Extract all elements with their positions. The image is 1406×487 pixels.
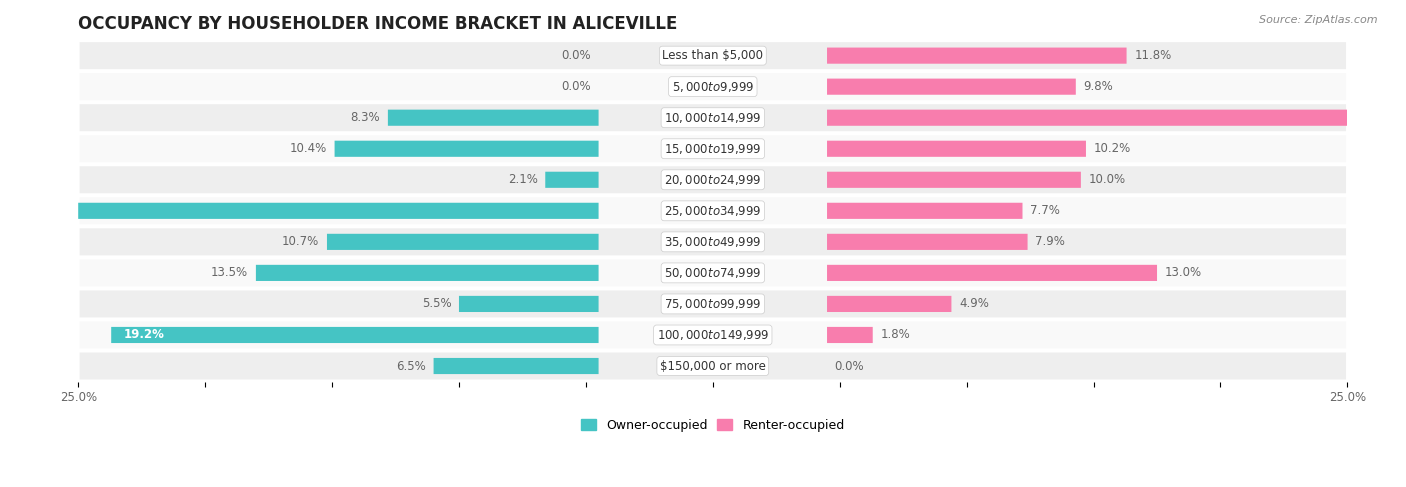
Text: 23.0%: 23.0%: [1357, 111, 1398, 124]
Text: 1.8%: 1.8%: [880, 328, 910, 341]
FancyBboxPatch shape: [827, 48, 1126, 64]
FancyBboxPatch shape: [827, 265, 1157, 281]
FancyBboxPatch shape: [79, 289, 1347, 319]
FancyBboxPatch shape: [335, 141, 599, 157]
FancyBboxPatch shape: [79, 134, 1347, 164]
FancyBboxPatch shape: [79, 72, 1347, 102]
FancyBboxPatch shape: [458, 296, 599, 312]
Text: 13.5%: 13.5%: [211, 266, 249, 280]
Text: 7.9%: 7.9%: [1035, 235, 1066, 248]
FancyBboxPatch shape: [79, 203, 599, 219]
FancyBboxPatch shape: [256, 265, 599, 281]
Text: 9.8%: 9.8%: [1084, 80, 1114, 93]
Text: Less than $5,000: Less than $5,000: [662, 49, 763, 62]
Text: 4.9%: 4.9%: [959, 298, 988, 310]
Text: $25,000 to $34,999: $25,000 to $34,999: [664, 204, 762, 218]
Text: 10.2%: 10.2%: [1094, 142, 1130, 155]
Text: 10.7%: 10.7%: [283, 235, 319, 248]
Text: 2.1%: 2.1%: [508, 173, 537, 187]
Text: 0.0%: 0.0%: [835, 359, 865, 373]
Text: $20,000 to $24,999: $20,000 to $24,999: [664, 173, 762, 187]
Text: Source: ZipAtlas.com: Source: ZipAtlas.com: [1260, 15, 1378, 25]
FancyBboxPatch shape: [433, 358, 599, 374]
Legend: Owner-occupied, Renter-occupied: Owner-occupied, Renter-occupied: [576, 414, 849, 437]
Text: 0.0%: 0.0%: [561, 80, 591, 93]
Text: 10.0%: 10.0%: [1088, 173, 1126, 187]
FancyBboxPatch shape: [79, 196, 1347, 225]
Text: 8.3%: 8.3%: [350, 111, 380, 124]
Text: 11.8%: 11.8%: [1135, 49, 1171, 62]
FancyBboxPatch shape: [79, 351, 1347, 381]
FancyBboxPatch shape: [79, 227, 1347, 257]
FancyBboxPatch shape: [827, 327, 873, 343]
FancyBboxPatch shape: [827, 203, 1022, 219]
FancyBboxPatch shape: [827, 296, 952, 312]
Text: 10.4%: 10.4%: [290, 142, 328, 155]
Text: 5.5%: 5.5%: [422, 298, 451, 310]
FancyBboxPatch shape: [111, 327, 599, 343]
Text: 13.0%: 13.0%: [1164, 266, 1202, 280]
FancyBboxPatch shape: [827, 172, 1081, 188]
Text: 23.9%: 23.9%: [4, 205, 45, 217]
Text: $150,000 or more: $150,000 or more: [659, 359, 766, 373]
FancyBboxPatch shape: [827, 141, 1085, 157]
Text: $100,000 to $149,999: $100,000 to $149,999: [657, 328, 769, 342]
Text: OCCUPANCY BY HOUSEHOLDER INCOME BRACKET IN ALICEVILLE: OCCUPANCY BY HOUSEHOLDER INCOME BRACKET …: [79, 15, 678, 33]
FancyBboxPatch shape: [388, 110, 599, 126]
FancyBboxPatch shape: [79, 103, 1347, 132]
FancyBboxPatch shape: [79, 165, 1347, 195]
FancyBboxPatch shape: [827, 78, 1076, 95]
Text: $5,000 to $9,999: $5,000 to $9,999: [672, 80, 754, 94]
Text: $50,000 to $74,999: $50,000 to $74,999: [664, 266, 762, 280]
FancyBboxPatch shape: [79, 258, 1347, 288]
Text: $10,000 to $14,999: $10,000 to $14,999: [664, 111, 762, 125]
Text: 7.7%: 7.7%: [1031, 205, 1060, 217]
Text: 6.5%: 6.5%: [396, 359, 426, 373]
FancyBboxPatch shape: [79, 320, 1347, 350]
Text: 0.0%: 0.0%: [561, 49, 591, 62]
FancyBboxPatch shape: [328, 234, 599, 250]
FancyBboxPatch shape: [546, 172, 599, 188]
Text: 19.2%: 19.2%: [124, 328, 165, 341]
Text: $35,000 to $49,999: $35,000 to $49,999: [664, 235, 762, 249]
FancyBboxPatch shape: [827, 110, 1347, 126]
Text: $15,000 to $19,999: $15,000 to $19,999: [664, 142, 762, 156]
FancyBboxPatch shape: [79, 41, 1347, 71]
FancyBboxPatch shape: [827, 234, 1028, 250]
Text: $75,000 to $99,999: $75,000 to $99,999: [664, 297, 762, 311]
